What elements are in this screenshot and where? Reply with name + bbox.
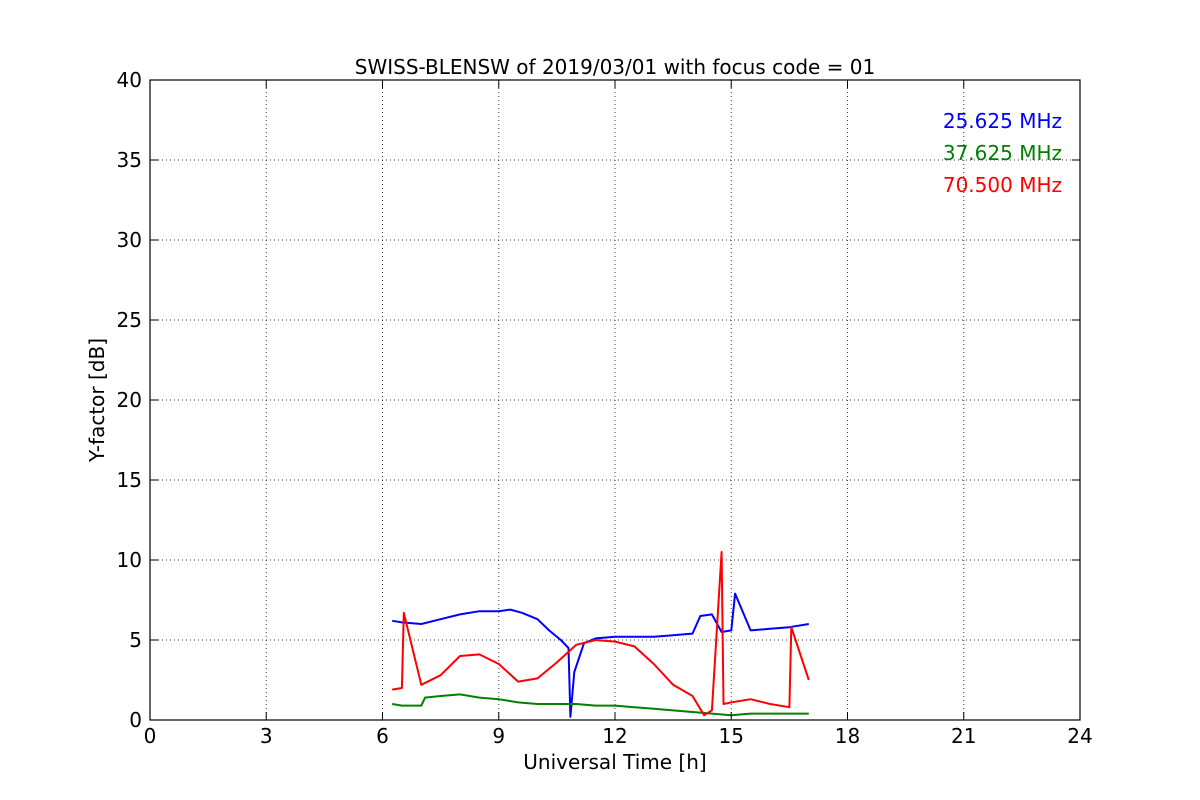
x-tick-label: 3 — [260, 724, 273, 748]
x-tick-label: 15 — [719, 724, 744, 748]
y-tick-label: 25 — [117, 308, 142, 332]
x-tick-label: 0 — [144, 724, 157, 748]
x-tick-label: 21 — [951, 724, 976, 748]
y-tick-label: 35 — [117, 148, 142, 172]
y-tick-label: 5 — [129, 628, 142, 652]
tick-labels: 0 3 6 9 12 15 18 21 24 0 5 10 15 20 25 30 35 40 — [117, 68, 1093, 748]
series-line-1 — [392, 693, 809, 717]
chart-title: SWISS-BLENSW of 2019/03/01 with focus co… — [355, 55, 876, 79]
legend-entry-25-625: 25.625 MHz — [943, 109, 1062, 133]
x-axis-title: Universal Time [h] — [523, 750, 706, 774]
y-tick-label: 15 — [117, 468, 142, 492]
y-tick-label: 40 — [117, 68, 142, 92]
x-tick-label: 9 — [492, 724, 505, 748]
y-tick-label: 30 — [117, 228, 142, 252]
x-tick-label: 24 — [1067, 724, 1092, 748]
y-tick-label: 20 — [117, 388, 142, 412]
y-axis-title: Y-factor [dB] — [85, 338, 109, 463]
grid — [150, 80, 1080, 720]
ticks — [149, 79, 1081, 721]
legend-entry-70-500: 70.500 MHz — [943, 173, 1062, 197]
legend: 25.625 MHz 37.625 MHz 70.500 MHz — [943, 109, 1062, 197]
series-line-2 — [392, 551, 810, 717]
legend-entry-37-625: 37.625 MHz — [943, 141, 1062, 165]
series-layer — [392, 551, 810, 718]
y-tick-label: 10 — [117, 548, 142, 572]
x-tick-label: 6 — [376, 724, 389, 748]
x-tick-label: 18 — [835, 724, 860, 748]
x-tick-label: 12 — [602, 724, 627, 748]
y-tick-label: 0 — [129, 708, 142, 732]
